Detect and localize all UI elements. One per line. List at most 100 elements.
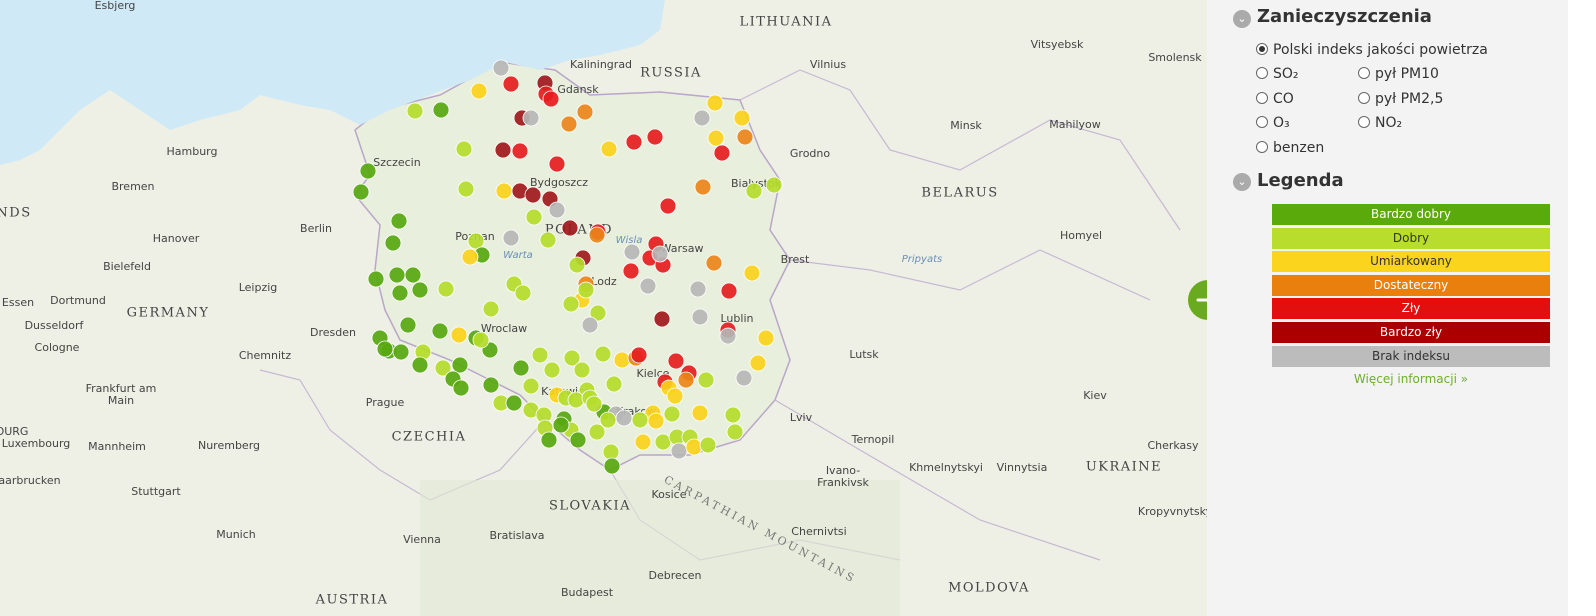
station[interactable]: [663, 405, 681, 423]
station[interactable]: [561, 219, 579, 237]
station[interactable]: [367, 270, 385, 288]
station[interactable]: [482, 376, 500, 394]
station[interactable]: [522, 109, 540, 127]
station[interactable]: [568, 256, 586, 274]
station[interactable]: [677, 371, 695, 389]
station[interactable]: [600, 140, 618, 158]
station[interactable]: [514, 284, 532, 302]
station[interactable]: [654, 433, 672, 451]
station[interactable]: [388, 266, 406, 284]
station[interactable]: [589, 304, 607, 322]
station[interactable]: [577, 281, 595, 299]
station[interactable]: [451, 356, 469, 374]
station[interactable]: [404, 266, 422, 284]
station[interactable]: [630, 346, 648, 364]
station[interactable]: [452, 379, 470, 397]
station[interactable]: [511, 142, 529, 160]
station[interactable]: [495, 182, 513, 200]
pollutant-option[interactable]: Polski indeks jakości powietrza: [1256, 42, 1488, 58]
pollutant-option[interactable]: O₃: [1256, 115, 1290, 131]
radio-button[interactable]: [1358, 67, 1370, 79]
radio-button[interactable]: [1256, 141, 1268, 153]
station[interactable]: [749, 354, 767, 372]
station[interactable]: [540, 431, 558, 449]
station[interactable]: [743, 264, 761, 282]
station[interactable]: [602, 443, 620, 461]
station[interactable]: [757, 329, 775, 347]
radio-button[interactable]: [1256, 67, 1268, 79]
pollutant-option[interactable]: pył PM10: [1358, 66, 1439, 82]
station[interactable]: [724, 406, 742, 424]
station[interactable]: [434, 359, 452, 377]
station[interactable]: [406, 102, 424, 120]
station[interactable]: [653, 310, 671, 328]
station[interactable]: [736, 128, 754, 146]
station[interactable]: [689, 280, 707, 298]
station[interactable]: [581, 316, 599, 334]
station[interactable]: [573, 361, 591, 379]
station[interactable]: [659, 197, 677, 215]
station[interactable]: [470, 82, 488, 100]
station[interactable]: [603, 457, 621, 475]
station[interactable]: [719, 327, 737, 345]
station[interactable]: [594, 345, 612, 363]
pollutant-option[interactable]: CO: [1256, 91, 1294, 107]
station[interactable]: [431, 322, 449, 340]
station[interactable]: [599, 411, 617, 429]
station[interactable]: [432, 101, 450, 119]
station[interactable]: [562, 295, 580, 313]
station[interactable]: [720, 282, 738, 300]
station[interactable]: [492, 59, 510, 77]
pollutant-option[interactable]: benzen: [1256, 140, 1324, 156]
station[interactable]: [691, 404, 709, 422]
pollutant-option[interactable]: pył PM2,5: [1358, 91, 1443, 107]
station[interactable]: [467, 232, 485, 250]
station[interactable]: [765, 176, 783, 194]
station[interactable]: [542, 90, 560, 108]
station[interactable]: [631, 411, 649, 429]
station[interactable]: [697, 371, 715, 389]
station[interactable]: [634, 433, 652, 451]
station[interactable]: [455, 140, 473, 158]
radio-button[interactable]: [1358, 116, 1370, 128]
station[interactable]: [651, 245, 669, 263]
station[interactable]: [685, 438, 703, 456]
station[interactable]: [667, 352, 685, 370]
station[interactable]: [569, 431, 587, 449]
station[interactable]: [735, 369, 753, 387]
station[interactable]: [726, 423, 744, 441]
radio-button[interactable]: [1358, 92, 1370, 104]
station[interactable]: [615, 409, 633, 427]
station[interactable]: [733, 109, 751, 127]
station[interactable]: [531, 346, 549, 364]
station[interactable]: [707, 129, 725, 147]
station[interactable]: [399, 316, 417, 334]
station[interactable]: [391, 284, 409, 302]
station[interactable]: [472, 331, 490, 349]
station[interactable]: [670, 442, 688, 460]
station[interactable]: [585, 395, 603, 413]
station[interactable]: [647, 412, 665, 430]
station[interactable]: [745, 182, 763, 200]
station[interactable]: [384, 234, 402, 252]
station[interactable]: [693, 109, 711, 127]
station[interactable]: [411, 356, 429, 374]
station[interactable]: [450, 326, 468, 344]
station[interactable]: [625, 133, 643, 151]
station[interactable]: [522, 377, 540, 395]
station[interactable]: [588, 423, 606, 441]
station[interactable]: [457, 180, 475, 198]
station[interactable]: [505, 394, 523, 412]
station[interactable]: [588, 226, 606, 244]
station[interactable]: [613, 351, 631, 369]
pollutant-option[interactable]: SO₂: [1256, 66, 1299, 82]
station[interactable]: [376, 340, 394, 358]
station[interactable]: [560, 115, 578, 133]
pollutant-option[interactable]: NO₂: [1358, 115, 1402, 131]
station[interactable]: [437, 280, 455, 298]
station[interactable]: [461, 248, 479, 266]
station[interactable]: [390, 212, 408, 230]
station[interactable]: [512, 359, 530, 377]
station[interactable]: [525, 208, 543, 226]
station[interactable]: [605, 375, 623, 393]
